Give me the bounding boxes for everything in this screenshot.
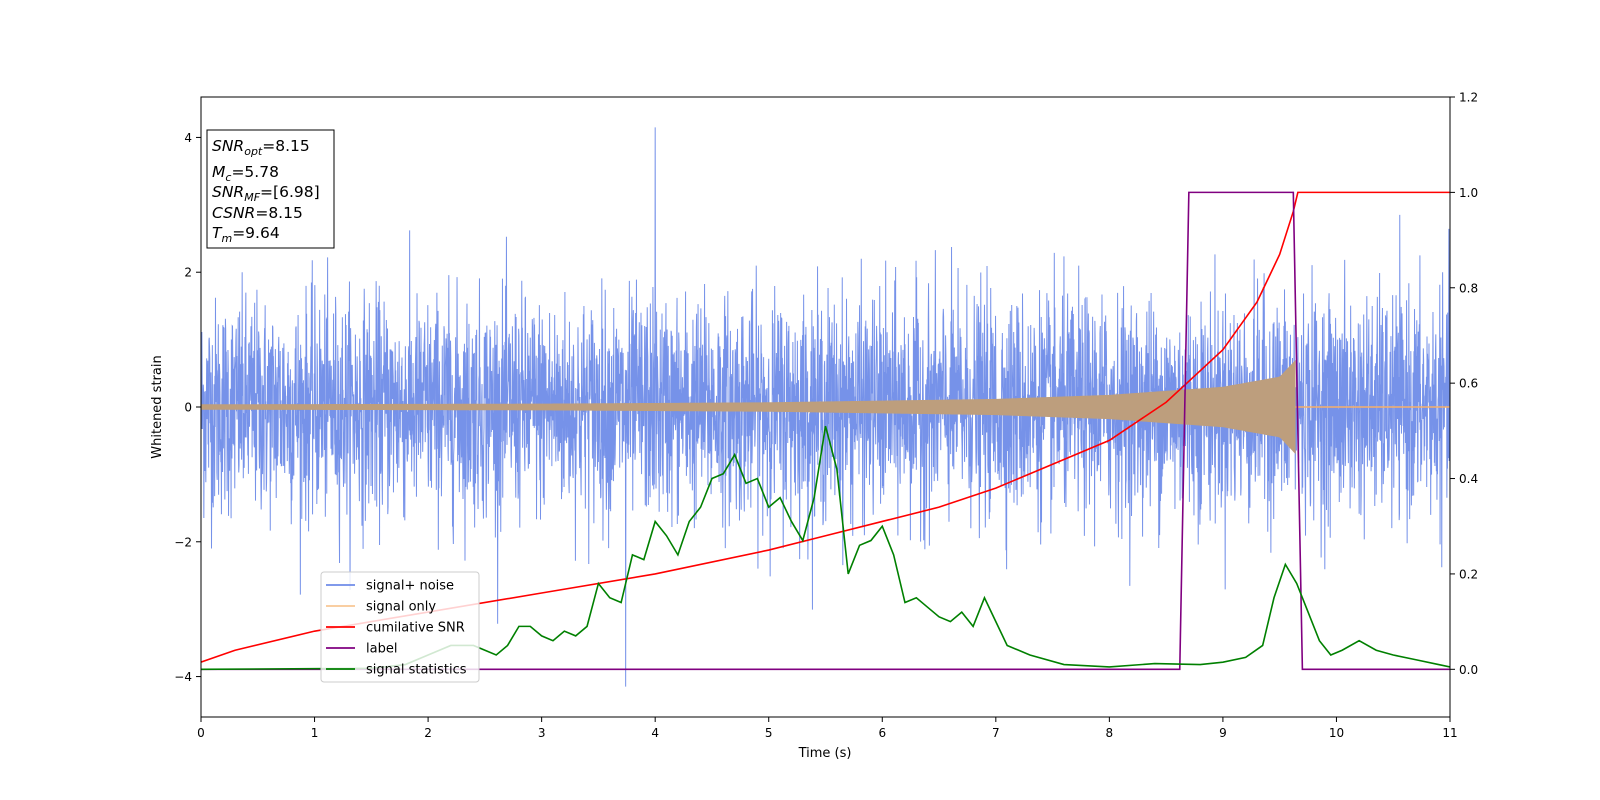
annotation-line: SNRMF=[6.98] — [212, 183, 320, 204]
x-tick-label: 4 — [651, 726, 659, 740]
y-axis-label: Whitened strain — [150, 355, 165, 458]
annotation-line: Mc=5.78 — [212, 163, 279, 184]
y-tick-label: −2 — [174, 535, 192, 549]
x-tick-label: 11 — [1442, 726, 1457, 740]
x-tick-label: 5 — [765, 726, 773, 740]
x-tick-label: 1 — [311, 726, 319, 740]
legend-label: signal statistics — [366, 663, 467, 678]
legend-frame — [320, 571, 480, 683]
x-tick-label: 9 — [1219, 726, 1227, 740]
y-tick-label: 4 — [184, 131, 192, 145]
x-axis-label: Time (s) — [798, 746, 852, 761]
x-tick-label: 10 — [1329, 726, 1344, 740]
y-tick-label: 0 — [184, 401, 192, 415]
x-tick-label: 7 — [992, 726, 1000, 740]
x-tick-label: 2 — [424, 726, 432, 740]
y-tick-label: −4 — [174, 670, 192, 684]
legend: signal+ noise signal only cumilative SNR la… — [320, 571, 480, 683]
y2-tick-label: 0.4 — [1459, 472, 1478, 486]
y-tick-label: 2 — [184, 266, 192, 280]
y2-tick-label: 0.2 — [1459, 567, 1478, 581]
annotation-line: CSNR=8.15 — [212, 204, 303, 222]
y2-tick-label: 1.2 — [1459, 91, 1478, 105]
annotation-line: Tm=9.64 — [212, 224, 280, 245]
series-label — [201, 191, 1450, 671]
legend-label: signal+ noise — [366, 579, 454, 594]
series-signal-statistics — [201, 425, 1450, 671]
y2-tick-label: 1.0 — [1459, 186, 1478, 200]
y2-tick-label: 0.8 — [1459, 281, 1478, 295]
y2-tick-label: 0.0 — [1459, 663, 1478, 677]
annotation-frame — [206, 129, 335, 249]
legend-label: cumilative SNR — [366, 621, 465, 636]
x-tick-label: 8 — [1106, 726, 1114, 740]
y2-tick-label: 0.6 — [1459, 377, 1478, 391]
legend-label: signal only — [366, 600, 436, 615]
x-tick-label: 6 — [878, 726, 886, 740]
legend-label: label — [366, 642, 397, 657]
x-tick-label: 0 — [197, 726, 205, 740]
annotation-line: SNRopt=8.15 — [212, 137, 310, 158]
x-tick-label: 3 — [538, 726, 546, 740]
series-signal-only-envelope — [201, 359, 1296, 455]
axes: 0 1 2 3 4 5 6 7 8 9 10 11 −4 −2 0 2 4 0.0 0.2 0.4 0.6 0.8 1.0 1… — [174, 91, 1478, 741]
